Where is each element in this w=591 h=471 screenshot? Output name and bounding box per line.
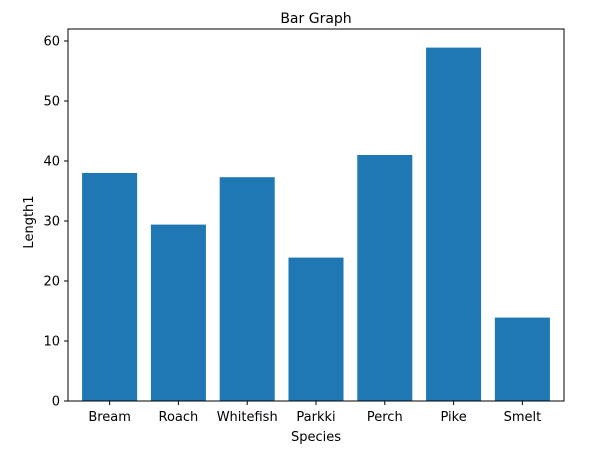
x-tick-label-smelt: Smelt xyxy=(504,410,542,425)
x-axis-label: Species xyxy=(291,430,341,445)
x-tick-label-roach: Roach xyxy=(159,410,199,425)
x-tick-label-pike: Pike xyxy=(440,410,466,425)
x-tick-label-perch: Perch xyxy=(367,410,403,425)
y-tick-label: 10 xyxy=(43,335,60,350)
y-tick-label: 40 xyxy=(43,155,60,170)
bar-perch xyxy=(357,155,413,401)
bars-layer xyxy=(82,47,550,401)
y-tick-label: 20 xyxy=(43,275,60,290)
y-tick-label: 30 xyxy=(43,215,60,230)
bar-pike xyxy=(426,47,482,401)
x-tick-label-parkki: Parkki xyxy=(296,410,335,425)
bar-parkki xyxy=(288,257,344,401)
bar-bream xyxy=(82,173,138,401)
y-axis-ticks: 0 10 20 30 40 50 60 xyxy=(43,35,68,410)
x-tick-label-bream: Bream xyxy=(88,410,131,425)
chart-title: Bar Graph xyxy=(280,11,351,27)
x-tick-label-whitefish: Whitefish xyxy=(217,410,278,425)
y-tick-label: 50 xyxy=(43,95,60,110)
bar-roach xyxy=(150,224,206,401)
y-tick-label: 0 xyxy=(52,395,60,410)
bar-smelt xyxy=(494,317,550,401)
x-axis-ticks: Bream Roach Whitefish Parkki Perch Pike Smelt xyxy=(88,401,541,425)
y-axis-label: Length1 xyxy=(22,195,37,248)
y-tick-label: 60 xyxy=(43,35,60,50)
plot-frame xyxy=(67,28,565,402)
bar-whitefish xyxy=(219,177,275,401)
